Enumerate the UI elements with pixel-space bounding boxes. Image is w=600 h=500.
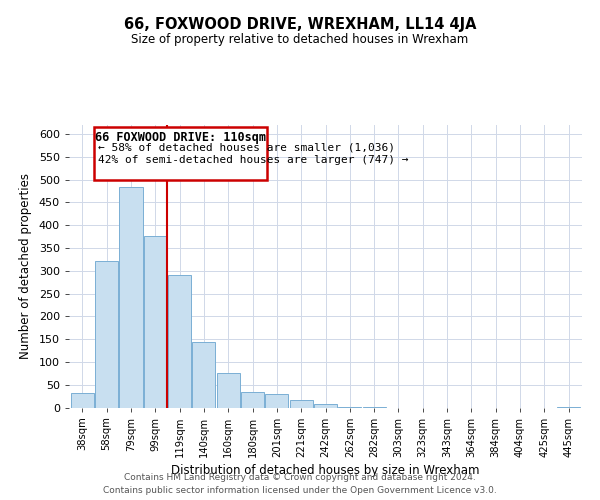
Y-axis label: Number of detached properties: Number of detached properties bbox=[19, 174, 32, 359]
Text: Contains HM Land Registry data © Crown copyright and database right 2024.: Contains HM Land Registry data © Crown c… bbox=[124, 472, 476, 482]
Text: 66, FOXWOOD DRIVE, WREXHAM, LL14 4JA: 66, FOXWOOD DRIVE, WREXHAM, LL14 4JA bbox=[124, 18, 476, 32]
Bar bbox=[168, 275, 191, 407]
Bar bbox=[314, 404, 337, 407]
Bar bbox=[95, 261, 118, 408]
Bar bbox=[265, 394, 289, 407]
Bar bbox=[71, 393, 94, 407]
Bar bbox=[217, 373, 240, 408]
Bar bbox=[119, 188, 143, 408]
Bar bbox=[144, 236, 167, 408]
Text: 42% of semi-detached houses are larger (747) →: 42% of semi-detached houses are larger (… bbox=[98, 154, 408, 164]
Text: 66 FOXWOOD DRIVE: 110sqm: 66 FOXWOOD DRIVE: 110sqm bbox=[95, 131, 266, 144]
Bar bbox=[557, 406, 580, 408]
Bar bbox=[290, 400, 313, 407]
X-axis label: Distribution of detached houses by size in Wrexham: Distribution of detached houses by size … bbox=[171, 464, 480, 477]
Bar bbox=[241, 392, 264, 407]
Bar bbox=[193, 342, 215, 407]
Text: Contains public sector information licensed under the Open Government Licence v3: Contains public sector information licen… bbox=[103, 486, 497, 495]
Text: Size of property relative to detached houses in Wrexham: Size of property relative to detached ho… bbox=[131, 32, 469, 46]
Bar bbox=[94, 128, 266, 180]
Text: ← 58% of detached houses are smaller (1,036): ← 58% of detached houses are smaller (1,… bbox=[98, 142, 395, 152]
